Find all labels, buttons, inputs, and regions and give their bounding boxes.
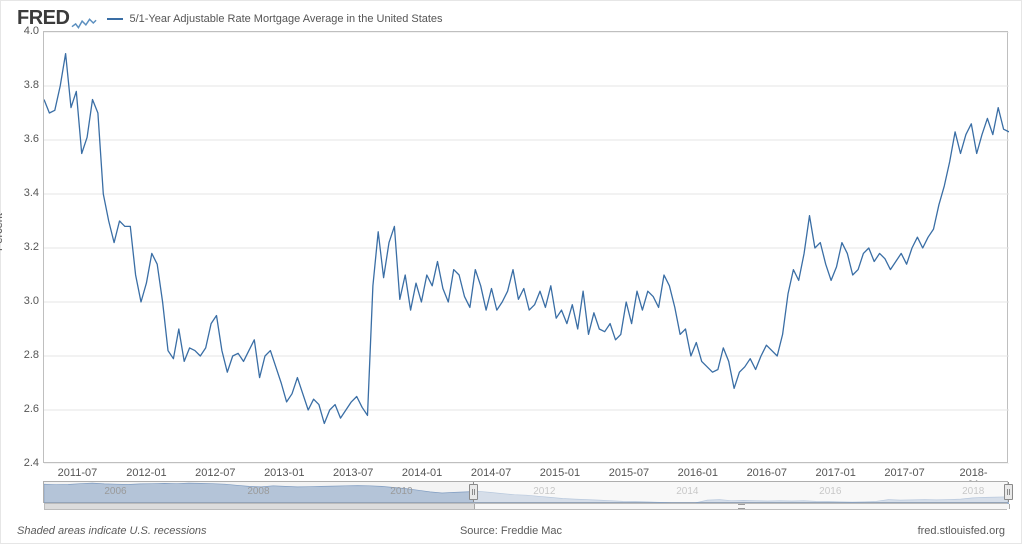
footer-site: fred.stlouisfed.org <box>918 525 1005 537</box>
x-tick-label: 2017-07 <box>884 467 924 479</box>
x-tick-label: 2012-01 <box>126 467 166 479</box>
y-tick-label: 3.4 <box>24 187 39 199</box>
x-tick-label: 2013-07 <box>333 467 373 479</box>
x-tick-label: 2014-01 <box>402 467 442 479</box>
y-tick-label: 2.6 <box>24 403 39 415</box>
range-handle-left[interactable] <box>469 484 478 500</box>
fred-logo-text: FRED <box>17 7 69 30</box>
x-tick-label: 2015-07 <box>609 467 649 479</box>
range-scrollbar-thumb[interactable] <box>474 504 1010 509</box>
footer-source: Source: Freddie Mac <box>460 525 562 537</box>
plot-svg <box>44 32 1009 464</box>
range-handle-right[interactable] <box>1004 484 1013 500</box>
range-selection[interactable] <box>473 482 1009 502</box>
fred-logo: FRED <box>17 7 97 30</box>
x-tick-label: 2015-01 <box>540 467 580 479</box>
legend-label: 5/1-Year Adjustable Rate Mortgage Averag… <box>129 13 442 25</box>
range-scrollbar[interactable] <box>44 503 1007 510</box>
x-tick-label: 2012-07 <box>195 467 235 479</box>
x-tick-label: 2013-01 <box>264 467 304 479</box>
x-tick-label: 2016-01 <box>678 467 718 479</box>
y-tick-label: 3.6 <box>24 133 39 145</box>
y-axis-ticks: 2.42.62.83.03.23.43.63.84.0 <box>1 31 43 463</box>
x-tick-label: 2014-07 <box>471 467 511 479</box>
x-tick-label: 2011-07 <box>58 467 98 479</box>
y-tick-label: 2.4 <box>24 457 39 469</box>
range-slider[interactable]: 2006200820102012201420162018 <box>43 481 1008 503</box>
y-tick-label: 3.8 <box>24 79 39 91</box>
chart-frame: FRED 5/1-Year Adjustable Rate Mortgage A… <box>0 0 1022 544</box>
y-tick-label: 2.8 <box>24 349 39 361</box>
legend-swatch <box>107 18 123 20</box>
x-tick-label: 2016-07 <box>747 467 787 479</box>
chart-header: FRED 5/1-Year Adjustable Rate Mortgage A… <box>17 7 443 30</box>
x-tick-label: 2017-01 <box>815 467 855 479</box>
plot-area[interactable] <box>43 31 1008 463</box>
y-tick-label: 3.2 <box>24 241 39 253</box>
y-axis-label: Percent <box>0 213 5 251</box>
y-tick-label: 3.0 <box>24 295 39 307</box>
fred-logo-squiggle-icon <box>71 16 97 30</box>
legend: 5/1-Year Adjustable Rate Mortgage Averag… <box>107 13 442 25</box>
footer-note-recessions: Shaded areas indicate U.S. recessions <box>17 525 207 537</box>
